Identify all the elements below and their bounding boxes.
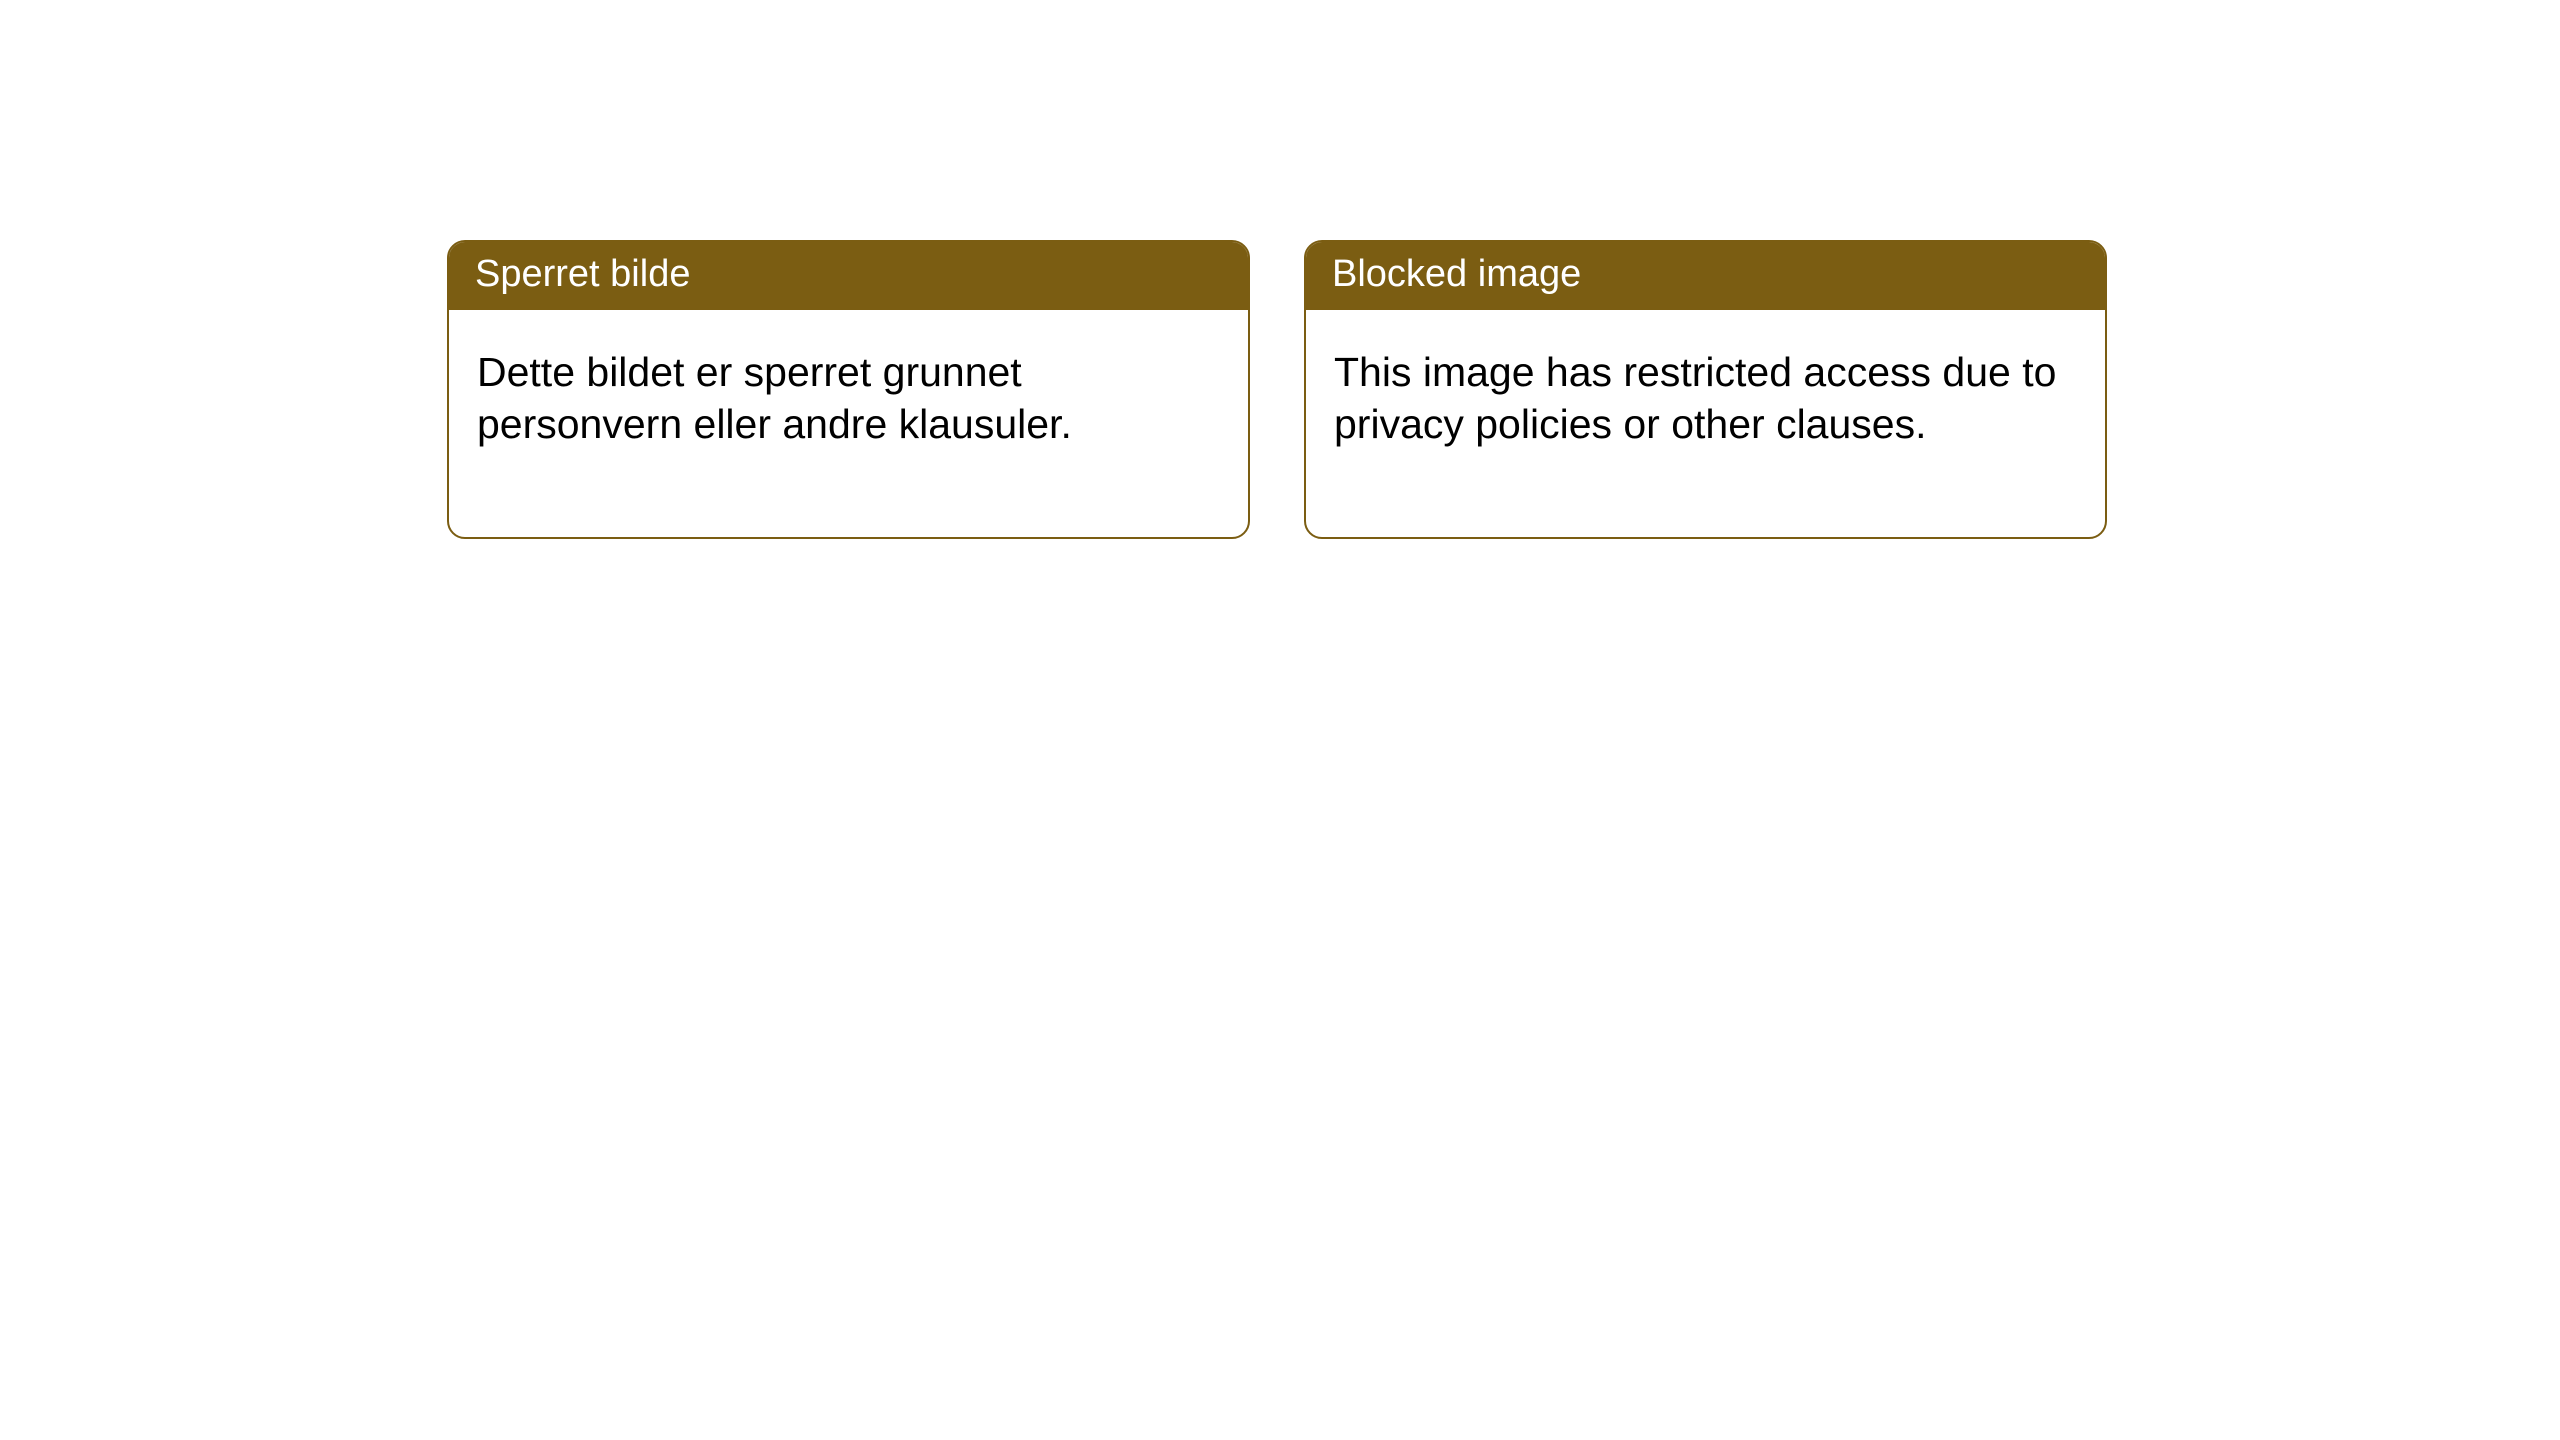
notice-title-english: Blocked image — [1306, 242, 2105, 310]
notice-body-english: This image has restricted access due to … — [1306, 310, 2105, 537]
notice-title-norwegian: Sperret bilde — [449, 242, 1248, 310]
notice-body-norwegian: Dette bildet er sperret grunnet personve… — [449, 310, 1248, 537]
notice-card-english: Blocked image This image has restricted … — [1304, 240, 2107, 539]
notice-container: Sperret bilde Dette bildet er sperret gr… — [0, 0, 2560, 539]
notice-card-norwegian: Sperret bilde Dette bildet er sperret gr… — [447, 240, 1250, 539]
